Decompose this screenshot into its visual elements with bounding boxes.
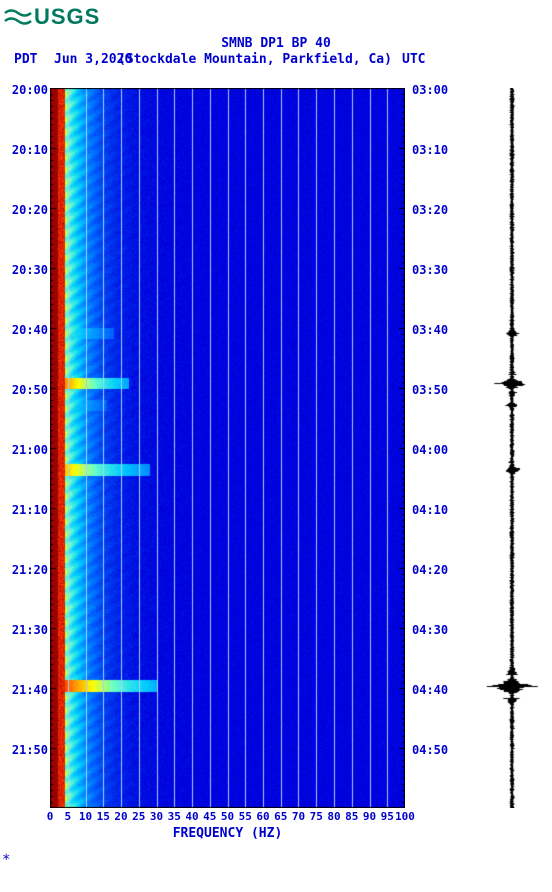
freq-tick: 20 [114,810,127,823]
seismogram [477,88,547,808]
freq-tick: 70 [292,810,305,823]
freq-tick: 55 [239,810,252,823]
pdt-time-label: 20:20 [0,203,48,217]
right-timezone: UTC [402,52,425,67]
location-label: (Stockdale Mountain, Parkfield, Ca) [118,52,392,67]
utc-time-label: 04:10 [412,503,460,517]
pdt-time-label: 21:00 [0,443,48,457]
pdt-time-label: 21:10 [0,503,48,517]
freq-tick: 5 [64,810,71,823]
utc-time-label: 04:20 [412,563,460,577]
pdt-time-label: 21:50 [0,743,48,757]
freq-tick: 65 [274,810,287,823]
freq-tick: 100 [395,810,415,823]
freq-tick: 90 [363,810,376,823]
utc-time-label: 03:00 [412,83,460,97]
logo-text: USGS [34,4,100,30]
freq-tick: 80 [327,810,340,823]
freq-tick: 45 [203,810,216,823]
utc-time-label: 04:40 [412,683,460,697]
pdt-time-label: 20:40 [0,323,48,337]
utc-time-label: 03:40 [412,323,460,337]
freq-tick: 60 [256,810,269,823]
footnote-marker: * [2,852,10,868]
freq-tick: 0 [47,810,54,823]
left-timezone: PDT [14,52,37,67]
utc-time-label: 04:00 [412,443,460,457]
utc-time-label: 03:20 [412,203,460,217]
freq-tick: 30 [150,810,163,823]
spectrogram [50,88,405,808]
freq-tick: 35 [168,810,181,823]
right-time-axis: 03:0003:1003:2003:3003:4003:5004:0004:10… [412,90,460,810]
plot-area: 20:00 20:10 20:20 20:30 20:40 20:50 21:00 21:10… [0,82,552,862]
freq-tick: 95 [381,810,394,823]
freq-tick: 10 [79,810,92,823]
freq-tick: 85 [345,810,358,823]
pdt-time-label: 21:30 [0,623,48,637]
left-time-axis: 20:0020:1020:2020:3020:4020:5021:0021:10… [0,90,48,810]
pdt-time-label: 21:20 [0,563,48,577]
pdt-time-label: 20:50 [0,383,48,397]
pdt-time-label: 20:30 [0,263,48,277]
freq-tick: 15 [97,810,110,823]
utc-time-label: 03:50 [412,383,460,397]
frequency-axis-label: FREQUENCY (HZ) [50,826,405,841]
freq-tick: 25 [132,810,145,823]
freq-tick: 75 [310,810,323,823]
utc-time-label: 03:30 [412,263,460,277]
plot-title: SMNB DP1 BP 40 [0,36,552,51]
utc-time-label: 04:50 [412,743,460,757]
pdt-time-label: 21:40 [0,683,48,697]
wave-icon [4,7,32,27]
utc-time-label: 04:30 [412,623,460,637]
freq-tick: 40 [185,810,198,823]
pdt-time-label: 20:10 [0,143,48,157]
freq-tick: 50 [221,810,234,823]
usgs-logo: USGS [4,4,100,30]
utc-time-label: 03:10 [412,143,460,157]
pdt-time-label: 20:00 [0,83,48,97]
